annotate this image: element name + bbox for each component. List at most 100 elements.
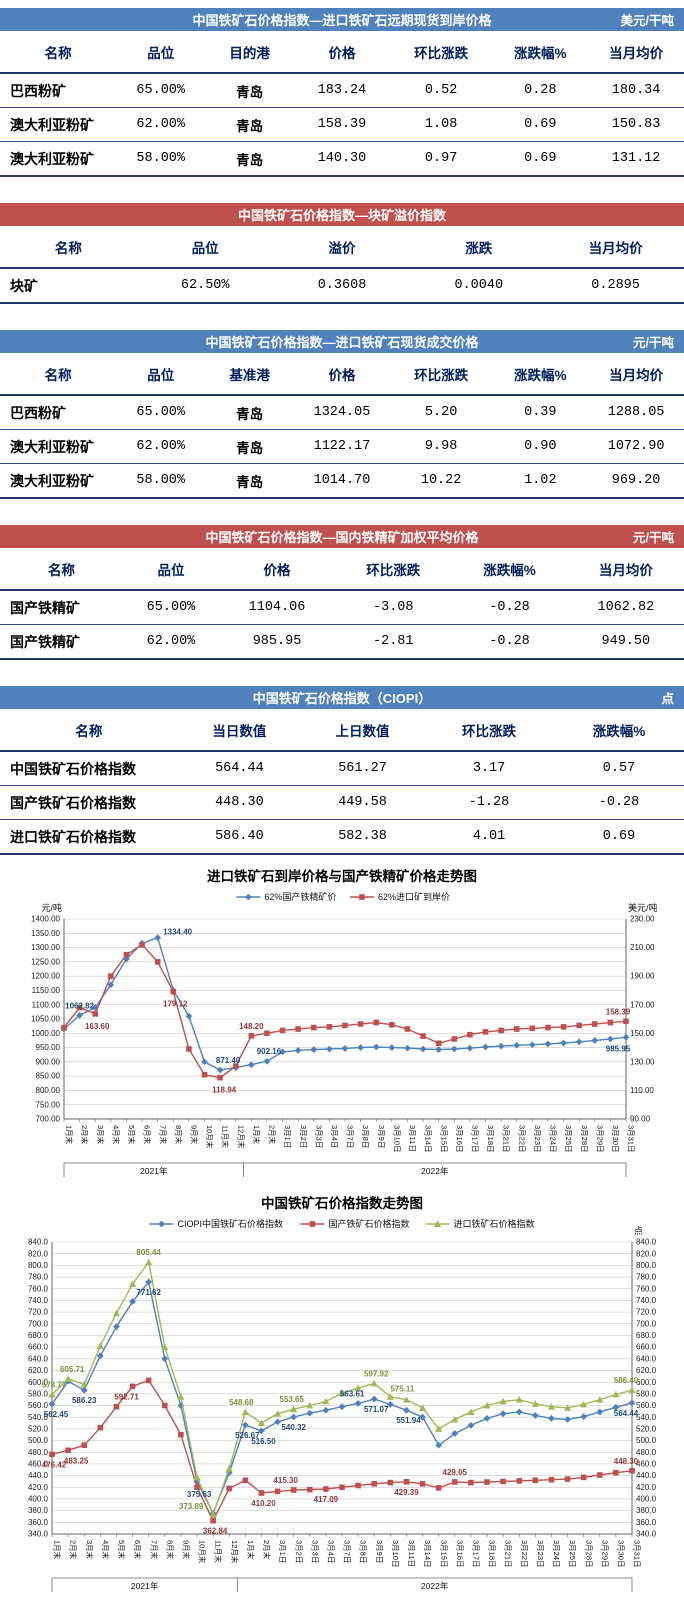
- svg-text:400.0: 400.0: [28, 1495, 49, 1504]
- svg-text:520.0: 520.0: [636, 1424, 657, 1433]
- table-row: 国产铁矿石价格指数 448.30 449.58 -1.28 -0.28: [0, 785, 684, 820]
- svg-text:564.44: 564.44: [614, 1409, 639, 1418]
- svg-text:420.0: 420.0: [28, 1483, 49, 1492]
- svg-text:3月4日: 3月4日: [326, 1540, 335, 1563]
- table-cell: 1062.82: [567, 590, 684, 625]
- svg-text:1月末: 1月末: [65, 1125, 75, 1145]
- svg-text:进口铁矿石价格指数: 进口铁矿石价格指数: [454, 1218, 535, 1229]
- table-cell: 58.00%: [116, 141, 206, 177]
- price-trend-chart-mount: 700.00 750.00 800.00 850.00 900.00 950.00 1000…: [0, 885, 684, 1182]
- svg-text:2月末: 2月末: [268, 1125, 278, 1145]
- svg-text:3月10日: 3月10日: [391, 1540, 400, 1568]
- table-cell: 586.40: [177, 819, 301, 855]
- svg-text:130.00: 130.00: [630, 1057, 655, 1066]
- svg-text:3月3日: 3月3日: [310, 1540, 319, 1563]
- svg-text:680.0: 680.0: [636, 1331, 657, 1340]
- svg-text:3月14日: 3月14日: [423, 1540, 432, 1568]
- column-header: 基准港: [205, 353, 295, 396]
- table-row: 澳大利亚粉矿 62.00% 青岛 1122.17 9.98 0.90 1072.90: [0, 429, 684, 464]
- table-cell: 块矿: [0, 268, 137, 304]
- column-header: 环比涨跌: [389, 31, 493, 74]
- table-cell: 62.00%: [123, 624, 219, 660]
- column-header: 环比涨跌: [389, 353, 493, 396]
- svg-text:元/吨: 元/吨: [41, 902, 62, 913]
- table-cell: 561.27: [300, 751, 425, 786]
- table-unit: 元/干吨: [633, 531, 674, 545]
- table-cell: 1.08: [389, 107, 493, 142]
- svg-text:340.0: 340.0: [28, 1530, 49, 1539]
- data-table: 名称 品位 基准港 价格 环比涨跌 涨跌幅% 当月均价 巴西粉矿 65.00% 青岛 1324.05…: [0, 353, 684, 499]
- table-cell: 国产铁精矿: [0, 624, 124, 660]
- table-unit: 点: [661, 692, 674, 706]
- table-cell: 1104.06: [218, 590, 336, 625]
- svg-text:780.0: 780.0: [28, 1273, 49, 1282]
- svg-text:420.0: 420.0: [636, 1483, 657, 1492]
- svg-text:600.0: 600.0: [28, 1378, 49, 1387]
- chart-title-index-trend: 中国铁矿石价格指数走势图: [261, 1196, 423, 1211]
- svg-text:3月9日: 3月9日: [377, 1125, 386, 1148]
- table-title-bar: 中国铁矿石价格指数（CIOPI） 点: [0, 686, 684, 709]
- svg-text:640.0: 640.0: [636, 1354, 657, 1363]
- header-row: 名称 品位 目的港 价格 环比涨跌 涨跌幅% 当月均价: [0, 31, 684, 74]
- table-cell: -2.81: [335, 624, 452, 660]
- svg-text:586.40: 586.40: [614, 1376, 639, 1385]
- svg-text:750.00: 750.00: [36, 1100, 61, 1109]
- svg-text:660.0: 660.0: [28, 1343, 49, 1352]
- svg-text:62%国产铁精矿价: 62%国产铁精矿价: [264, 891, 336, 902]
- svg-text:148.20: 148.20: [239, 1022, 264, 1031]
- column-header: 涨跌幅%: [492, 353, 589, 396]
- svg-text:3月2日: 3月2日: [294, 1540, 303, 1563]
- svg-text:150.00: 150.00: [630, 1029, 655, 1038]
- svg-text:6月末: 6月末: [133, 1540, 143, 1560]
- svg-text:1月末: 1月末: [53, 1540, 63, 1560]
- table-row: 进口铁矿石价格指数 586.40 582.38 4.01 0.69: [0, 819, 684, 855]
- svg-text:553.65: 553.65: [279, 1395, 304, 1404]
- svg-text:3月17日: 3月17日: [470, 1125, 479, 1153]
- svg-text:210.00: 210.00: [630, 943, 655, 952]
- column-header: 溢价: [273, 226, 411, 269]
- svg-text:2月末: 2月末: [262, 1540, 272, 1560]
- svg-text:3月21日: 3月21日: [502, 1125, 511, 1153]
- svg-text:12月末: 12月末: [236, 1125, 246, 1149]
- ciopi-index-trend-chart: 340.0 360.0 380.0 400.0 420.0 440.0 460.0 480.0…: [28, 1218, 657, 1592]
- table-cell: -3.08: [335, 590, 452, 625]
- svg-text:620.0: 620.0: [28, 1366, 49, 1375]
- svg-text:4月末: 4月末: [101, 1540, 111, 1560]
- table-cell: 国产铁矿石价格指数: [0, 785, 178, 820]
- svg-text:3月17日: 3月17日: [471, 1540, 480, 1568]
- svg-text:562.45: 562.45: [44, 1410, 69, 1419]
- index-trend-chart-mount: 340.0 360.0 380.0 400.0 420.0 440.0 460.0 480.0…: [0, 1212, 684, 1599]
- column-header: 品位: [123, 548, 219, 591]
- header-row: 名称 当日数值 上日数值 环比涨跌 涨跌幅%: [0, 709, 684, 752]
- svg-text:3月3日: 3月3日: [314, 1125, 323, 1148]
- svg-text:526.67: 526.67: [235, 1431, 260, 1440]
- svg-text:483.25: 483.25: [64, 1456, 89, 1465]
- svg-text:3月21日: 3月21日: [504, 1540, 513, 1568]
- svg-text:3月24日: 3月24日: [549, 1125, 558, 1153]
- svg-text:国产铁矿石价格指数: 国产铁矿石价格指数: [329, 1218, 410, 1229]
- data-table: 名称 品位 目的港 价格 环比涨跌 涨跌幅% 当月均价 巴西粉矿 65.00% 青岛 183.24 0…: [0, 31, 684, 177]
- column-header: 涨跌: [410, 226, 548, 269]
- svg-text:540.0: 540.0: [636, 1413, 657, 1422]
- svg-text:11月末: 11月末: [214, 1540, 224, 1563]
- svg-text:1150.00: 1150.00: [32, 986, 61, 995]
- table-unit: 元/干吨: [633, 336, 674, 350]
- svg-text:578.77: 578.77: [42, 1381, 67, 1390]
- svg-text:460.0: 460.0: [28, 1460, 49, 1469]
- table-cell: 0.52: [389, 73, 493, 108]
- data-table: 名称 品位 溢价 涨跌 当月均价 块矿 62.50% 0.3608 0.0040 0.2895: [0, 226, 684, 304]
- svg-text:820.0: 820.0: [636, 1249, 657, 1258]
- column-header: 品位: [136, 226, 274, 269]
- table-cell: 澳大利亚粉矿: [0, 107, 117, 142]
- column-header: 品位: [116, 353, 206, 396]
- table-cell: 62.00%: [116, 107, 206, 142]
- svg-text:1334.40: 1334.40: [163, 928, 192, 937]
- table-cell: 582.38: [300, 819, 425, 855]
- svg-text:3月16日: 3月16日: [455, 1125, 464, 1153]
- svg-text:560.0: 560.0: [28, 1401, 49, 1410]
- table-cell: 巴西粉矿: [0, 73, 117, 108]
- column-header: 品位: [116, 31, 206, 74]
- table-cell: 564.44: [177, 751, 301, 786]
- svg-text:8月末: 8月末: [174, 1125, 184, 1145]
- svg-text:375.63: 375.63: [187, 1490, 212, 1499]
